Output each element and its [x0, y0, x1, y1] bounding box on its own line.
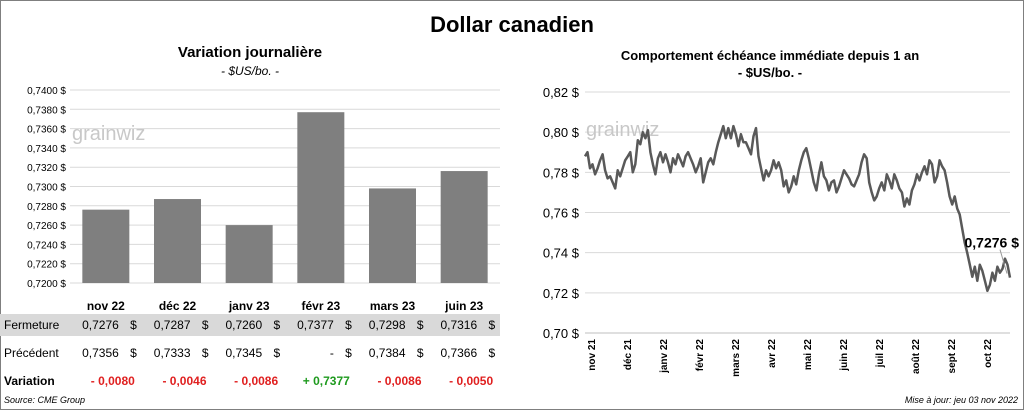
y-tick-label: 0,70 $ [543, 326, 580, 341]
cell-value: + 0,7377 [302, 374, 350, 388]
right-chart-unit: - $US/bo. - [737, 65, 803, 80]
source-note: Source: CME Group [4, 395, 86, 405]
bar [225, 225, 273, 283]
table-row-precedent: Précédent 0,7356 $0,7333 $0,7345 $ - $0,7384 $… [0, 342, 500, 364]
y-tick-label: 0,7360 $ [27, 125, 66, 136]
cell-value: 0,7287 [153, 318, 191, 332]
x-tick-label: juin 23 [444, 299, 483, 313]
x-tick-label: janv 23 [228, 299, 270, 313]
table-row-variation: Variation - 0,0080 - 0,0046 - 0,0086 + 0,73… [0, 370, 500, 392]
y-tick-label: 0,7220 $ [27, 260, 66, 271]
cell-value: 0,7356 [82, 346, 119, 360]
cell-value: - 0,0080 [90, 374, 135, 388]
x-tick-label: déc 21 [623, 339, 634, 371]
cell-value: 0,7276 [82, 318, 119, 332]
x-tick-label: avr 22 [767, 339, 778, 368]
x-tick-label: nov 21 [587, 339, 598, 371]
row-label-fermeture: Fermeture [4, 318, 60, 332]
row-label-precedent: Précédent [4, 346, 59, 360]
cell-unit: $ [201, 318, 209, 332]
cell-value: 0,7366 [440, 346, 478, 360]
cell-value: 0,7333 [153, 346, 191, 360]
update-note: Mise à jour: jeu 03 nov 2022 [904, 395, 1018, 405]
cell-value: 0,7377 [297, 318, 334, 332]
cell-unit: $ [130, 318, 137, 332]
cell-value: - 0,0086 [234, 374, 279, 388]
x-tick-label: mars 22 [731, 339, 742, 377]
x-tick-label: juil 22 [875, 339, 886, 369]
y-tick-label: 0,7340 $ [27, 144, 66, 155]
cell-unit: $ [273, 318, 281, 332]
cell-value: - 0,0046 [162, 374, 207, 388]
bar [297, 112, 345, 283]
y-tick-label: 0,7400 $ [27, 86, 66, 97]
bar [440, 171, 488, 283]
cell-value: 0,7260 [225, 318, 263, 332]
y-tick-label: 0,7320 $ [27, 163, 66, 174]
bar [154, 199, 201, 283]
line-chart: 0,70 $ 0,72 $ 0,74 $ 0,76 $ 0,78 $ 0,80 $ 0,82… [543, 85, 1020, 377]
bar [82, 209, 130, 283]
row-label-variation: Variation [4, 374, 55, 388]
cell-unit: $ [201, 346, 209, 360]
y-tick-label: 0,7260 $ [27, 221, 66, 232]
cell-unit: $ [488, 346, 496, 360]
cell-value: - 0,0050 [449, 374, 494, 388]
left-chart-title: Variation journalière [177, 44, 323, 61]
cell-unit: $ [488, 318, 496, 332]
right-chart-title: Comportement échéance immédiate depuis 1… [620, 48, 920, 63]
watermark-logo: grainwiz [72, 123, 145, 145]
cell-unit: $ [345, 318, 352, 332]
x-tick-label: août 22 [911, 339, 922, 374]
cell-unit: $ [345, 346, 352, 360]
x-tick-label: févr 22 [695, 339, 706, 372]
price-line [583, 124, 1012, 293]
last-value-leader [999, 249, 1008, 274]
x-tick-label: déc 22 [159, 299, 197, 313]
y-tick-label: 0,80 $ [543, 125, 580, 140]
cell-value: 0,7298 [368, 318, 406, 332]
bar-chart: 0,7200 $ 0,7220 $ 0,7240 $ 0,7260 $ 0,7280 $… [27, 86, 500, 313]
y-tick-label: 0,82 $ [543, 85, 580, 100]
y-tick-label: 0,7240 $ [27, 240, 66, 251]
y-tick-label: 0,7300 $ [27, 183, 66, 194]
y-tick-label: 0,7380 $ [27, 105, 66, 116]
x-tick-label: nov 22 [87, 299, 125, 313]
y-tick-label: 0,76 $ [543, 206, 580, 221]
y-tick-label: 0,78 $ [543, 165, 580, 180]
last-value-label: 0,7276 $ [965, 235, 1020, 251]
y-tick-label: 0,7200 $ [27, 279, 66, 290]
cell-unit: $ [130, 346, 137, 360]
cell-value: 0,7345 [225, 346, 263, 360]
bar [369, 188, 416, 283]
cell-value: 0,7384 [368, 346, 406, 360]
cell-value: - [329, 346, 334, 360]
x-tick-label: sept 22 [947, 339, 958, 374]
cell-unit: $ [416, 346, 424, 360]
price-table: Fermeture 0,7276 $0,7287 $0,7260 $0,7377 $0,… [0, 314, 500, 394]
cell-unit: $ [273, 346, 281, 360]
cell-value: - 0,0086 [377, 374, 422, 388]
y-tick-label: 0,72 $ [543, 286, 580, 301]
page-title: Dollar canadien [430, 12, 594, 37]
x-tick-label: juin 22 [839, 339, 850, 372]
left-chart-unit: - $US/bo. - [220, 64, 280, 78]
table-row-fermeture: Fermeture 0,7276 $0,7287 $0,7260 $0,7377 $0,… [0, 314, 500, 336]
x-tick-label: févr 23 [301, 299, 340, 313]
y-tick-label: 0,74 $ [543, 246, 580, 261]
cell-unit: $ [416, 318, 424, 332]
x-tick-label: mars 23 [370, 299, 416, 313]
x-tick-label: mai 22 [803, 339, 814, 371]
y-tick-label: 0,7280 $ [27, 202, 66, 213]
cell-value: 0,7316 [440, 318, 478, 332]
x-tick-label: oct 22 [983, 339, 994, 368]
x-tick-label: janv 22 [659, 339, 670, 374]
